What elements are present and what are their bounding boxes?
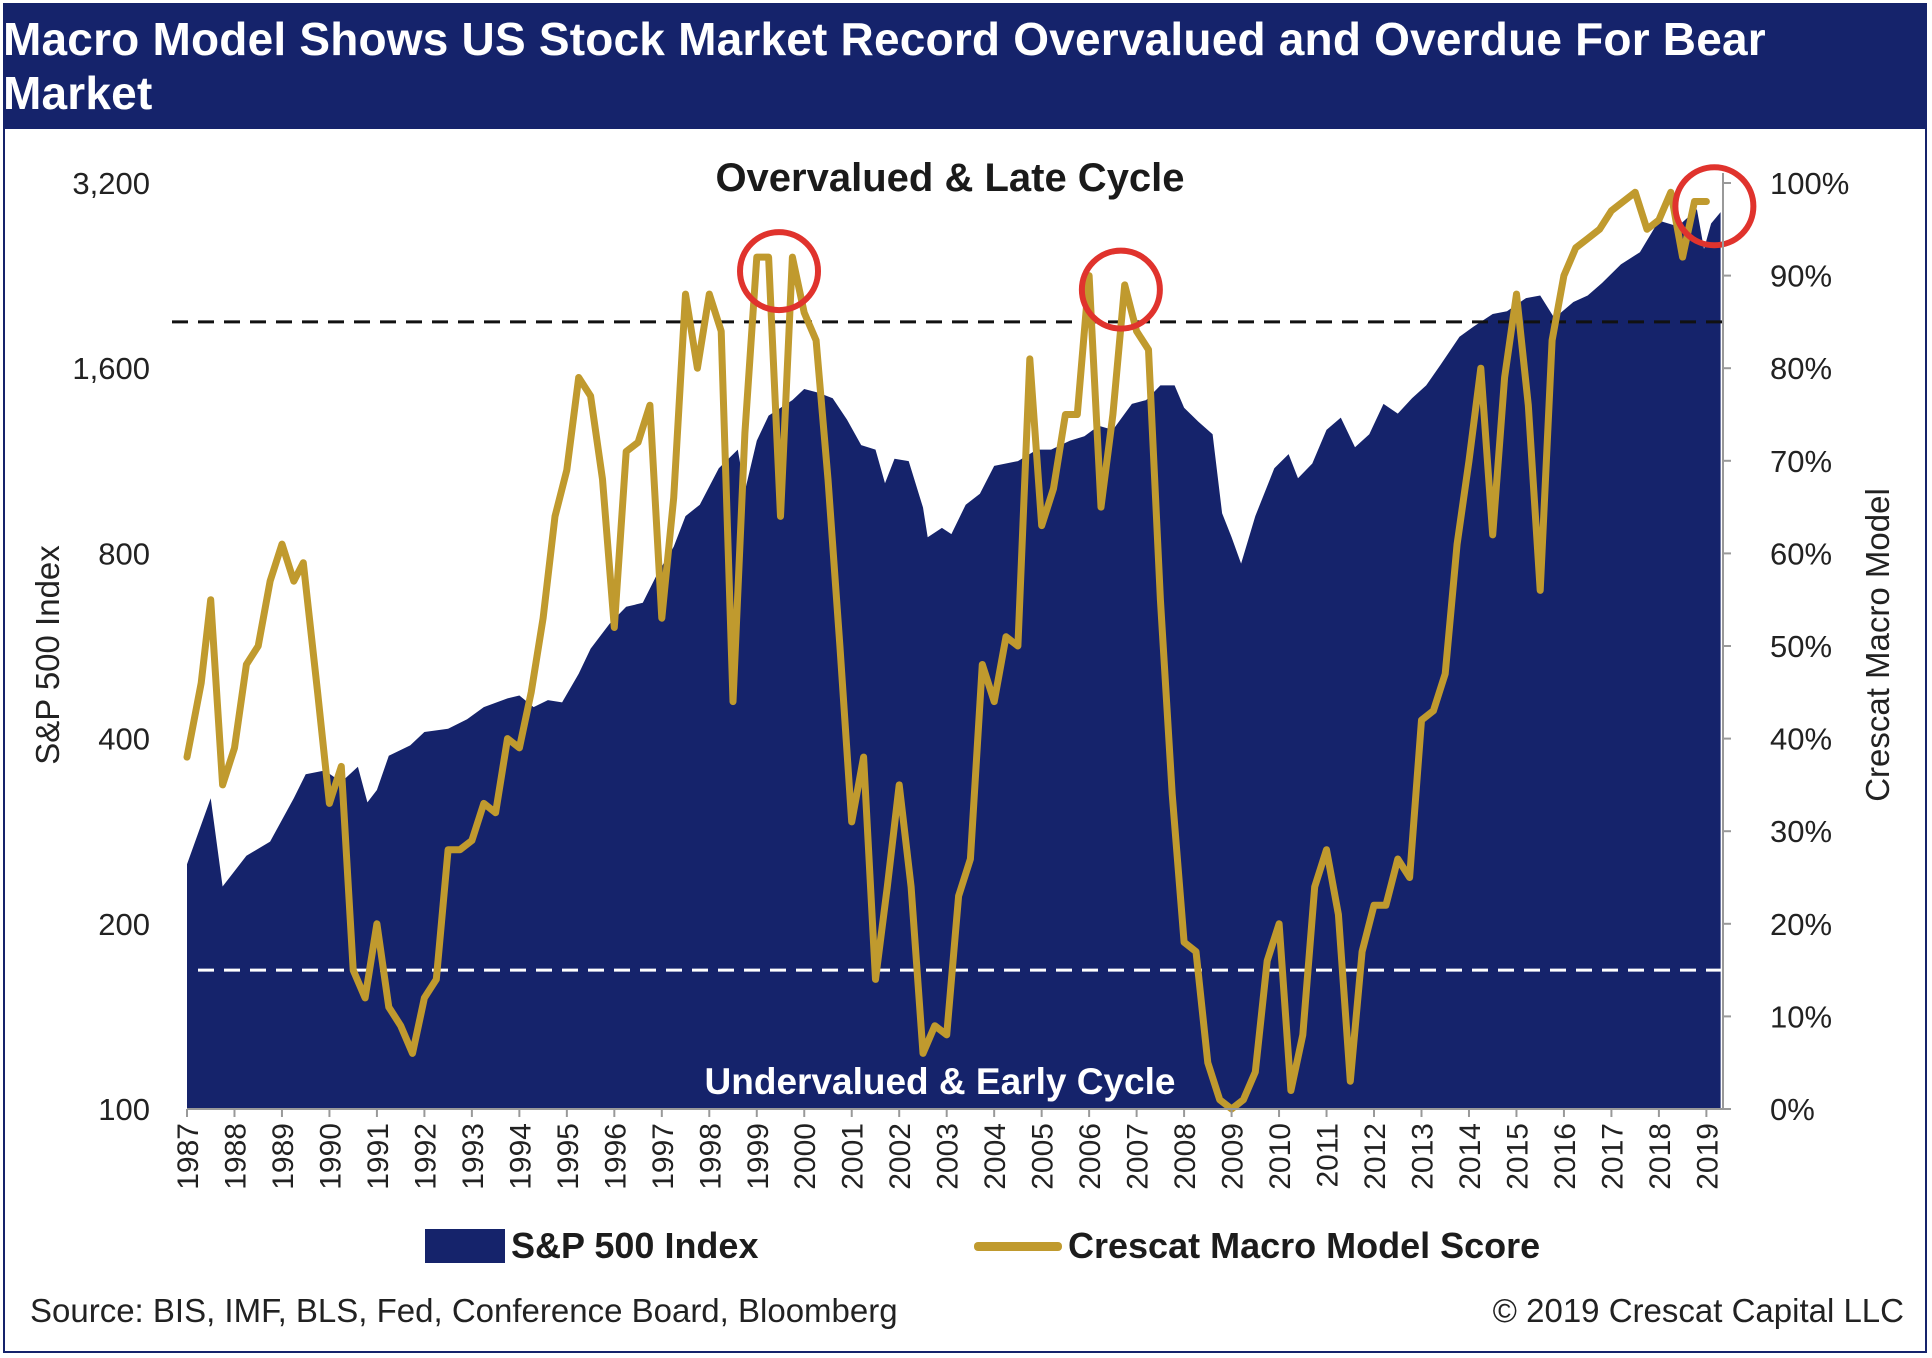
y-right-tick-label: 20%	[1770, 907, 1832, 942]
x-tick-label: 1996	[599, 1123, 632, 1190]
legend-swatch-area	[425, 1229, 505, 1263]
x-tick-label: 1989	[267, 1123, 300, 1190]
legend-item-model: Crescat Macro Model Score	[974, 1224, 1540, 1268]
x-tick-label: 1991	[362, 1123, 395, 1190]
y-axis-left-label: S&P 500 Index	[29, 545, 66, 765]
x-tick-label: 1988	[219, 1123, 252, 1190]
chart-title: Macro Model Shows US Stock Market Record…	[3, 3, 1927, 129]
y-right-tick-label: 60%	[1770, 536, 1832, 571]
x-tick-label: 1998	[694, 1123, 727, 1190]
x-tick-label: 2013	[1406, 1123, 1439, 1190]
highlight-circle-2	[1078, 247, 1163, 332]
x-tick-label: 2009	[1217, 1123, 1250, 1190]
x-tick-label: 2007	[1122, 1123, 1155, 1190]
annotation-undervalued: Undervalued & Early Cycle	[705, 1061, 1176, 1102]
x-tick-label: 1999	[742, 1123, 775, 1190]
x-tick-label: 1987	[172, 1123, 205, 1190]
annotation-overvalued: Overvalued & Late Cycle	[715, 156, 1184, 200]
source-note: Source: BIS, IMF, BLS, Fed, Conference B…	[30, 1292, 898, 1329]
x-tick-label: 1997	[647, 1123, 680, 1190]
y-right-tick-label: 40%	[1770, 722, 1832, 757]
x-tick-label: 2005	[1027, 1123, 1060, 1190]
y-right-tick-label: 80%	[1770, 351, 1832, 386]
legend-item-sp500: S&P 500 Index	[425, 1224, 758, 1268]
x-tick-label: 2019	[1691, 1123, 1724, 1190]
x-tick-label: 1994	[504, 1123, 537, 1190]
y-left-tick-label: 400	[98, 722, 150, 757]
y-right-tick-label: 70%	[1770, 444, 1832, 479]
x-tick-label: 2018	[1644, 1123, 1677, 1190]
x-tick-label: 1993	[457, 1123, 490, 1190]
y-left-tick-label: 800	[98, 536, 150, 571]
highlight-circle-3	[1672, 164, 1757, 249]
x-tick-label: 2014	[1454, 1123, 1487, 1190]
x-tick-label: 2010	[1264, 1123, 1297, 1190]
y-right-tick-label: 30%	[1770, 814, 1832, 849]
x-tick-label: 2017	[1596, 1123, 1629, 1190]
x-tick-label: 2000	[789, 1123, 822, 1190]
copyright-note: © 2019 Crescat Capital LLC	[1492, 1292, 1904, 1329]
sp500-area	[187, 209, 1721, 1110]
legend-label-sp500: S&P 500 Index	[511, 1225, 759, 1266]
y-right-tick-label: 10%	[1770, 999, 1832, 1034]
x-tick-label: 2016	[1549, 1123, 1582, 1190]
x-tick-label: 2011	[1312, 1123, 1345, 1188]
x-tick-label: 2003	[932, 1123, 965, 1190]
x-tick-label: 2008	[1169, 1123, 1202, 1190]
y-left-tick-label: 200	[98, 907, 150, 942]
x-tick-label: 2012	[1359, 1123, 1392, 1190]
x-tick-label: 2004	[979, 1123, 1012, 1190]
y-left-tick-label: 100	[98, 1092, 150, 1127]
legend-swatch-line	[974, 1241, 1062, 1251]
y-right-tick-label: 100%	[1770, 166, 1849, 201]
y-axis-right-label: Crescat Macro Model	[1859, 488, 1896, 802]
x-tick-label: 2002	[884, 1123, 917, 1190]
x-tick-label: 1995	[552, 1123, 585, 1190]
highlight-circle-1	[737, 229, 822, 314]
y-left-tick-label: 1,600	[72, 351, 150, 386]
x-tick-label: 1992	[409, 1123, 442, 1190]
x-tick-label: 2015	[1501, 1123, 1534, 1190]
x-tick-label: 2006	[1074, 1123, 1107, 1190]
legend-label-model: Crescat Macro Model Score	[1068, 1225, 1541, 1266]
y-right-tick-label: 0%	[1770, 1092, 1815, 1127]
y-right-tick-label: 90%	[1770, 259, 1832, 294]
y-right-tick-label: 50%	[1770, 629, 1832, 664]
x-tick-label: 2001	[837, 1123, 870, 1190]
model-score-line	[183, 188, 1710, 1113]
x-tick-label: 1990	[314, 1123, 347, 1190]
y-left-tick-label: 3,200	[72, 166, 150, 201]
